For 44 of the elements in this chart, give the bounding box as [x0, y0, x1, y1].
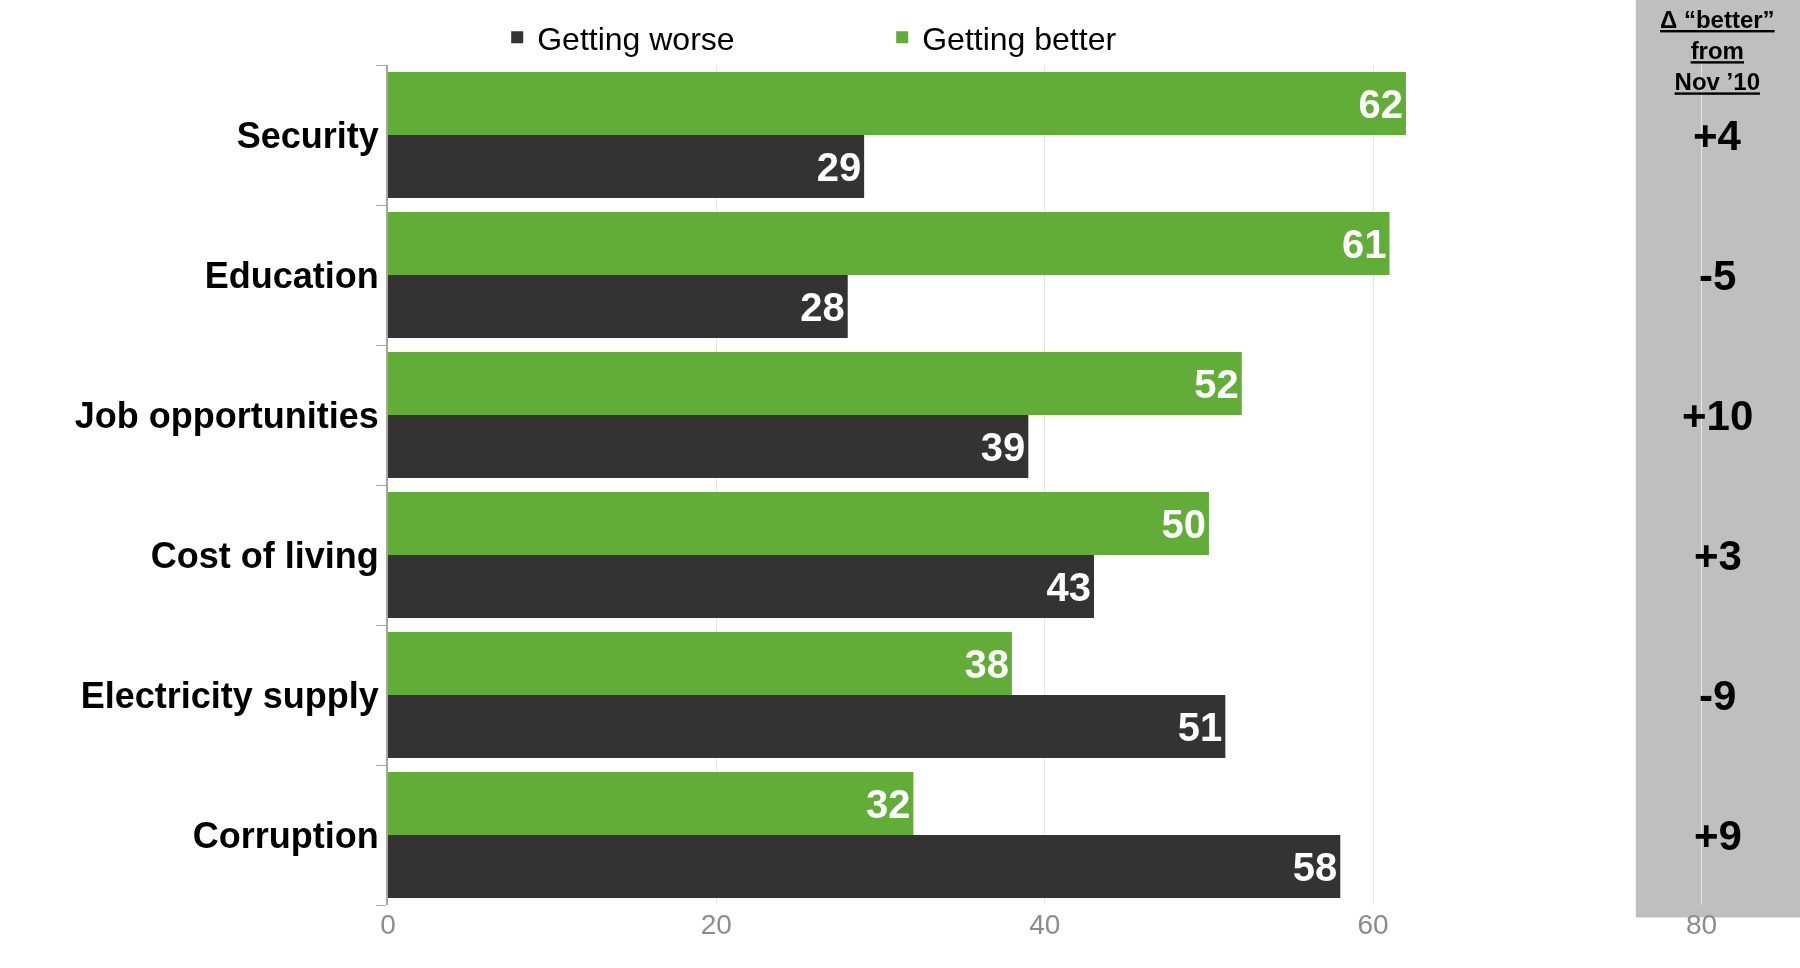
x-tick-label: 20 [700, 909, 732, 940]
annotation: +4 [1693, 112, 1742, 159]
legend-label: Getting better [922, 20, 1117, 57]
data-label: 52 [1194, 361, 1239, 406]
data-label: 62 [1358, 81, 1403, 126]
data-label: 28 [800, 284, 845, 329]
y-tick-label: Corruption [192, 814, 379, 856]
data-label: 58 [1292, 844, 1338, 889]
data-label: 32 [865, 781, 911, 826]
bar [388, 72, 1406, 135]
y-tick-label: Cost of living [150, 534, 379, 576]
data-label: 50 [1161, 501, 1206, 546]
y-tick-label: Electricity supply [80, 674, 379, 716]
data-label: 39 [980, 424, 1026, 469]
x-tick-label: 60 [1357, 909, 1389, 940]
data-label: 29 [816, 144, 862, 189]
annotation: -9 [1699, 672, 1737, 719]
data-label: 43 [1046, 564, 1091, 609]
bar [388, 212, 1390, 275]
legend-label: Getting worse [537, 20, 735, 57]
bar [388, 135, 865, 198]
annotation: +9 [1694, 812, 1742, 859]
annotation: -5 [1699, 252, 1737, 299]
x-tick-label: 40 [1029, 909, 1061, 940]
y-tick-label: Job opportunities [74, 394, 379, 436]
bar [388, 415, 1029, 478]
data-label: 38 [964, 641, 1009, 686]
bar [388, 772, 914, 835]
bar [388, 632, 1012, 695]
bar [388, 695, 1226, 758]
x-tick-label: 80 [1685, 909, 1718, 940]
bar [388, 835, 1341, 898]
data-label: 51 [1177, 704, 1223, 749]
y-tick-label: Education [204, 254, 379, 296]
data-label: 61 [1342, 221, 1387, 266]
annotation: +3 [1694, 532, 1742, 579]
bar [388, 352, 1242, 415]
annotation: +10 [1682, 392, 1754, 439]
bar [388, 275, 848, 338]
x-tick-label: 0 [380, 909, 396, 940]
bar [388, 555, 1094, 618]
annotation: Δ “better” from Nov ’10 [1660, 6, 1775, 96]
y-tick-label: Security [236, 114, 379, 156]
bar [388, 492, 1209, 555]
